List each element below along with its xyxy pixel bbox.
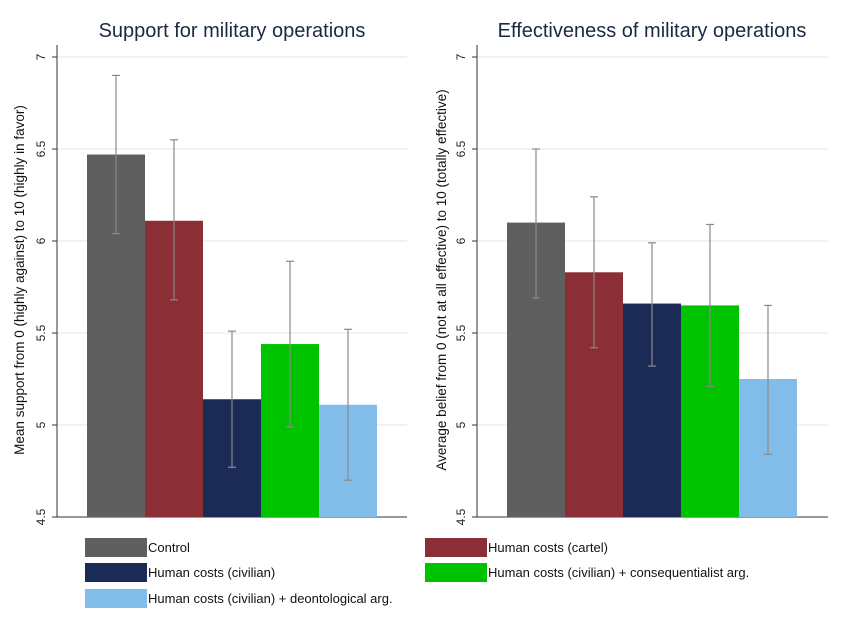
- chart-panel-1: Support for military operations 4.5 5 5.5 6 6…: [12, 20, 407, 525]
- legend-swatch: [85, 563, 147, 582]
- legend-swatch: [85, 589, 147, 608]
- y-tick-label: 5: [454, 421, 468, 428]
- y-axis-label: Mean support from 0 (highly against) to …: [12, 105, 27, 455]
- legend-label: Human costs (cartel): [488, 540, 608, 555]
- y-tick-label: 6: [34, 237, 48, 244]
- legend-swatch: [85, 538, 147, 557]
- legend: Control Human costs (cartel) Human costs (…: [85, 538, 749, 608]
- y-tick-label: 4.5: [454, 508, 468, 525]
- y-axis-label: Average belief from 0 (not at all effect…: [434, 89, 449, 470]
- chart-title: Effectiveness of military operations: [498, 20, 807, 42]
- legend-swatch: [425, 563, 487, 582]
- chart-panel-2: Effectiveness of military operations 4.5 5…: [434, 20, 828, 525]
- y-tick-label: 7: [34, 53, 48, 60]
- y-tick-label: 5.5: [34, 324, 48, 341]
- y-tick-label: 5: [34, 421, 48, 428]
- y-tick-label: 4.5: [34, 508, 48, 525]
- y-tick-label: 6.5: [34, 140, 48, 157]
- y-tick-label: 5.5: [454, 324, 468, 341]
- legend-label: Human costs (civilian) + deontological a…: [148, 591, 393, 606]
- legend-swatch: [425, 538, 487, 557]
- legend-label: Human costs (civilian): [148, 565, 275, 580]
- legend-label: Human costs (civilian) + consequentialis…: [488, 565, 749, 580]
- chart-title: Support for military operations: [99, 20, 366, 42]
- y-tick-label: 6.5: [454, 140, 468, 157]
- y-tick-label: 6: [454, 237, 468, 244]
- legend-label: Control: [148, 540, 190, 555]
- y-tick-label: 7: [454, 53, 468, 60]
